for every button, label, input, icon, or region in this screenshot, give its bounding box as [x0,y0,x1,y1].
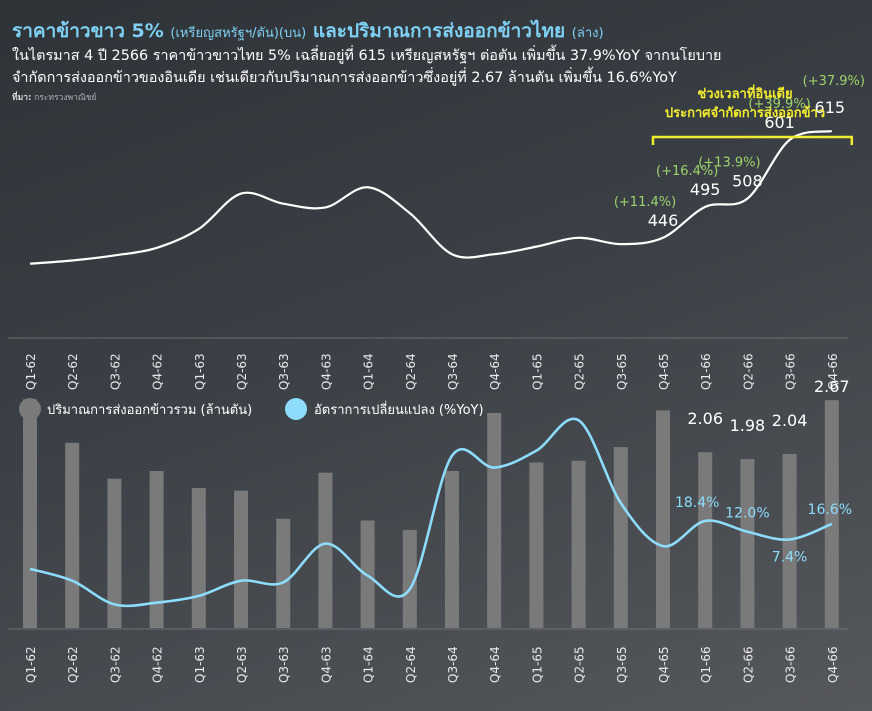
yoy-value-label: 7.4% [772,550,808,566]
top-x-tick-label: Q1-66 [699,353,713,390]
top-x-tick-label: Q1-65 [530,353,544,390]
title-position-bottom: (ล่าง) [571,26,604,41]
price-value-label: 508 [732,172,763,191]
price-line [29,129,833,265]
export-bar [487,412,502,628]
top-x-tick-label: Q2-63 [235,353,249,390]
annotation-line-2: ประกาศจำกัดการส่งออกข้าว [665,105,825,121]
bar-value-label: 2.06 [687,409,723,428]
source-text: กระทรวงพาณิชย์ [34,93,97,103]
export-bar [656,410,670,628]
bottom-x-tick-label: Q1-66 [699,646,713,683]
bottom-x-tick-label: Q3-62 [108,646,122,683]
yoy-value-label: 16.6% [808,502,852,518]
bottom-x-tick-label: Q4-64 [488,646,502,683]
top-x-tick-label: Q1-64 [362,353,376,390]
bottom-x-tick-label: Q1-62 [24,646,38,683]
price-growth-label: (+39.9%) [748,97,810,112]
top-x-tick-label: Q2-65 [573,353,587,390]
export-bar [65,442,80,628]
bottom-x-tick-label: Q3-65 [615,646,629,683]
bottom-x-tick-label: Q4-66 [826,646,840,683]
export-bar [613,447,628,628]
export-bar [149,470,164,628]
top-x-tick-label: Q4-66 [826,353,840,390]
export-bar [23,399,37,628]
bar-value-label: 2.67 [814,377,850,396]
export-bar [318,472,333,628]
title-position-top: (บน) [278,26,307,41]
bottom-x-tick-label: Q2-66 [741,646,755,683]
export-bar [824,400,839,628]
price-growth-label: (+37.9%) [803,74,865,89]
export-bar [402,529,417,628]
bottom-x-tick-label: Q2-64 [404,646,418,683]
top-x-tick-label: Q4-63 [319,353,333,390]
export-bar [740,459,755,628]
export-bar [571,460,586,628]
yoy-value-label: 18.4% [675,495,719,511]
title-unit: (เหรียญสหรัฐฯ/ตัน) [170,26,279,41]
bottom-x-tick-label: Q1-63 [193,646,207,683]
yoy-value-label: 12.0% [725,506,769,522]
bar-value-label: 2.04 [772,411,808,430]
top-x-tick-label: Q3-66 [784,353,798,390]
price-growth-label: (+13.9%) [698,156,760,171]
price-value-label: 615 [815,98,846,117]
export-bar [234,490,248,628]
bottom-x-tick-label: Q4-62 [151,646,165,683]
top-x-tick-label: Q3-64 [446,353,460,390]
bottom-x-tick-label: Q2-62 [66,646,80,683]
yoy-line [29,417,833,608]
top-x-tick-label: Q1-63 [193,353,207,390]
price-value-label: 601 [764,113,795,132]
export-bar [276,518,291,628]
source-note: ที่มา: กระทรวงพาณิชย์ [12,90,96,104]
legend-bar-label: ปริมาณการส่งออกข้าวรวม (ล้านตัน) [47,403,252,418]
title-main: ราคาข้าวขาว 5% [12,20,164,42]
export-bar [107,478,122,628]
legend-line-label: อัตราการเปลี่ยนแปลง (%YoY) [314,401,484,418]
legend-line-marker [285,398,307,420]
annotation-bracket [651,135,854,145]
bottom-x-tick-label: Q1-64 [362,646,376,683]
bottom-x-tick-label: Q4-63 [319,646,333,683]
subtitle-line-1: ในไตรมาส 4 ปี 2566 ราคาข้าวขาวไทย 5% เฉล… [12,48,722,64]
top-x-tick-label: Q2-64 [404,353,418,390]
bottom-x-tick-label: Q2-65 [573,646,587,683]
price-value-label: 495 [690,180,721,199]
bottom-x-tick-label: Q1-65 [530,646,544,683]
top-x-tick-label: Q4-65 [657,353,671,390]
price-value-label: 446 [648,211,679,230]
title-mid: และปริมาณการส่งออกข้าวไทย [312,20,566,42]
annotation-line-1: ช่วงเวลาที่อินเดีย [697,84,792,102]
export-bar [529,462,544,628]
export-bar [445,470,459,628]
bottom-x-tick-label: Q3-64 [446,646,460,683]
top-x-tick-label: Q2-66 [741,353,755,390]
subtitle-line-2: จำกัดการส่งออกข้าวของอินเดีย เช่นเดียวกั… [12,70,677,86]
top-x-tick-label: Q3-65 [615,353,629,390]
top-x-tick-label: Q2-62 [66,353,80,390]
export-bar [698,452,713,628]
export-bar [782,453,797,628]
top-x-tick-label: Q3-62 [108,353,122,390]
top-x-tick-label: Q4-64 [488,353,502,390]
chart-title: ราคาข้าวขาว 5% (เหรียญสหรัฐฯ/ตัน)(บน) แล… [12,16,604,46]
export-bar [191,488,206,628]
top-x-tick-label: Q3-63 [277,353,291,390]
bottom-x-tick-label: Q2-63 [235,646,249,683]
price-growth-label: (+16.4%) [656,164,718,179]
bar-value-label: 1.98 [730,416,766,435]
price-growth-label: (+11.4%) [614,195,676,210]
source-label: ที่มา: [12,93,32,103]
bottom-x-tick-label: Q4-65 [657,646,671,683]
top-x-tick-label: Q1-62 [24,353,38,390]
top-x-tick-label: Q4-62 [151,353,165,390]
bottom-x-tick-label: Q3-63 [277,646,291,683]
bottom-x-tick-label: Q3-66 [784,646,798,683]
